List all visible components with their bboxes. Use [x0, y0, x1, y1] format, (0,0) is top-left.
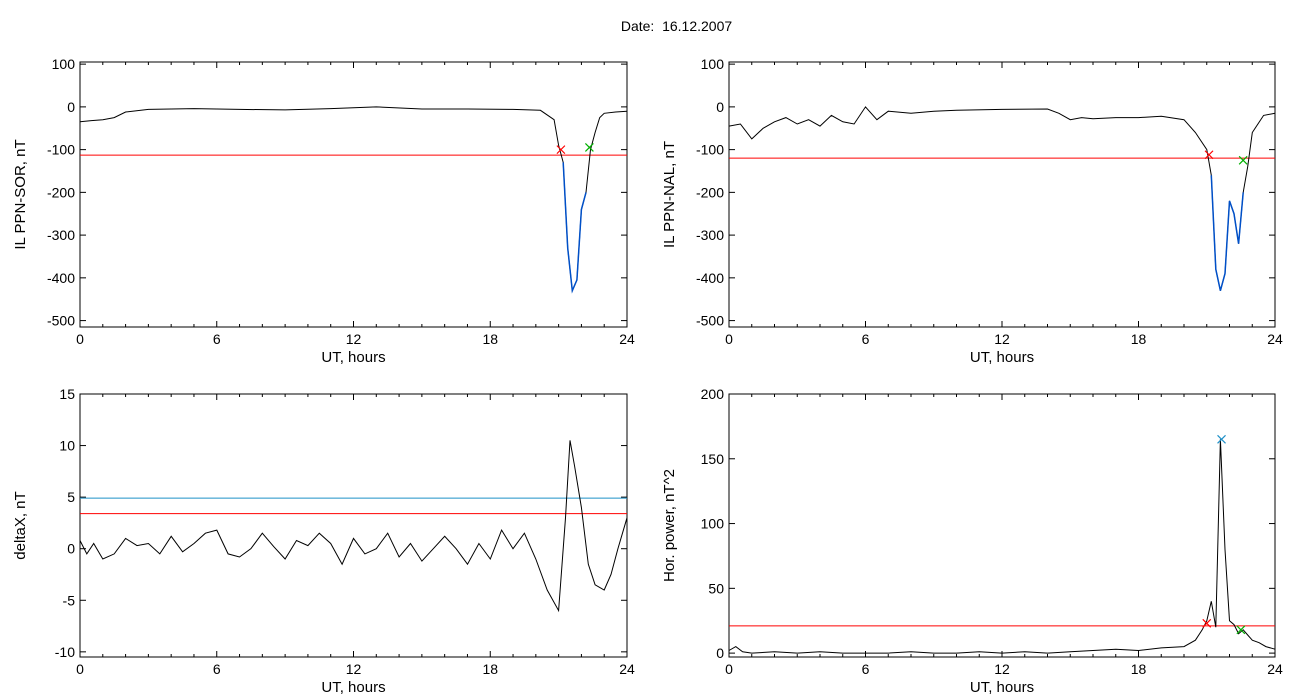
y-axis-label: deltaX, nT [12, 491, 29, 559]
x-tick-label: 6 [213, 661, 221, 677]
panel-delta-x: 0 6 12 18 24 15 10 5 0 -5 -10 UT, hours deltaX, nT [12, 386, 635, 696]
plot-frame [728, 393, 1276, 658]
x-axis-label: UT, hours [321, 679, 385, 696]
x-tick-label: 0 [76, 331, 84, 347]
y-tick-label: -500 [47, 313, 75, 329]
x-tick-label: 6 [862, 331, 870, 347]
x-tick-label: 12 [994, 331, 1010, 347]
plot-frame [728, 61, 1276, 328]
y-tick-label: -300 [696, 227, 724, 243]
y-tick-label: 5 [67, 489, 75, 505]
x-tick-label: 12 [346, 331, 362, 347]
y-tick-label: 0 [716, 645, 724, 661]
y-tick-label: 100 [701, 516, 725, 532]
event-marker [584, 143, 594, 152]
x-tick-label: 6 [862, 661, 870, 677]
y-tick-label: 15 [59, 386, 75, 402]
x-tick-label: 0 [725, 661, 733, 677]
x-axis-label: UT, hours [970, 349, 1034, 366]
x-tick-label: 0 [725, 331, 733, 347]
y-axis-label: Hor. power, nT^2 [661, 469, 678, 582]
panel-il-ppn-sor: 0 6 12 18 24 100 0 -100 -200 -300 -400 -500 UT, hour… [12, 56, 635, 366]
y-tick-label: -100 [696, 142, 724, 158]
highlight-segment [562, 162, 587, 294]
y-tick-label: 100 [52, 56, 76, 72]
y-tick-label: -100 [47, 142, 75, 158]
x-tick-label: 24 [619, 331, 635, 347]
y-tick-label: 150 [701, 451, 725, 467]
panel-il-ppn-nal: 0 6 12 18 24 100 0 -100 -200 -300 -400 -500 UT, hour… [661, 56, 1283, 366]
x-axis-label: UT, hours [321, 349, 385, 366]
plot-frame [79, 393, 628, 658]
figure-title: Date: 16.12.2007 [620, 18, 733, 34]
highlight-segment [1210, 175, 1244, 291]
y-axis-label: IL PPN-NAL, nT [661, 141, 678, 248]
x-tick-label: 18 [1131, 661, 1147, 677]
data-line [728, 439, 1276, 654]
y-axis-label: IL PPN-SOR, nT [12, 139, 29, 249]
x-tick-label: 24 [1267, 661, 1283, 677]
data-line [79, 440, 628, 613]
x-tick-label: 18 [1131, 331, 1147, 347]
y-tick-label: -5 [63, 592, 76, 608]
panel-hor-power: 0 6 12 18 24 200 150 100 50 0 UT, hours Hor. power,… [661, 386, 1283, 696]
x-tick-label: 6 [213, 331, 221, 347]
x-tick-label: 0 [76, 661, 84, 677]
x-tick-label: 18 [482, 661, 498, 677]
event-marker [1204, 150, 1214, 160]
y-tick-label: -400 [47, 270, 75, 286]
event-marker [1238, 155, 1248, 165]
y-tick-label: -200 [696, 184, 724, 200]
event-marker [1236, 625, 1246, 635]
y-tick-label: 200 [701, 386, 725, 402]
y-tick-label: -300 [47, 227, 75, 243]
y-tick-label: 0 [67, 99, 75, 115]
y-tick-label: -10 [55, 644, 75, 660]
data-line [79, 106, 628, 293]
y-tick-label: -400 [696, 270, 724, 286]
plot-frame [79, 61, 628, 328]
y-tick-label: 0 [67, 541, 75, 557]
x-tick-label: 24 [619, 661, 635, 677]
y-tick-label: 0 [716, 99, 724, 115]
y-tick-label: -200 [47, 184, 75, 200]
y-tick-label: 100 [701, 56, 725, 72]
y-tick-label: -500 [696, 313, 724, 329]
event-marker [1217, 434, 1226, 444]
x-tick-label: 18 [482, 331, 498, 347]
x-tick-label: 12 [346, 661, 362, 677]
y-tick-label: 10 [59, 438, 75, 454]
y-tick-label: 50 [708, 580, 724, 596]
data-line [728, 106, 1276, 291]
event-marker [556, 145, 566, 155]
x-tick-label: 24 [1267, 331, 1283, 347]
event-marker [1202, 618, 1212, 628]
x-axis-label: UT, hours [970, 679, 1034, 696]
x-tick-label: 12 [994, 661, 1010, 677]
